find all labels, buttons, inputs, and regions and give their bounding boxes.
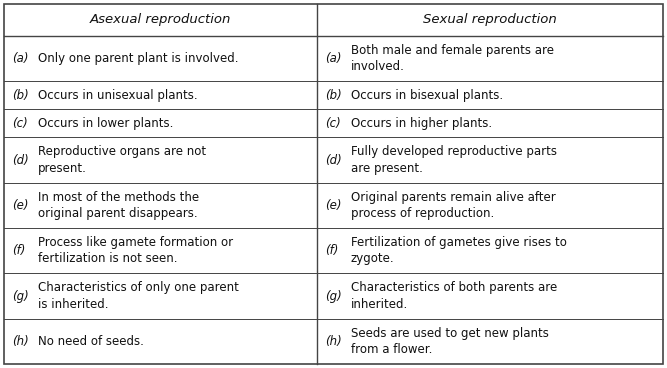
Text: (h): (h) <box>12 335 29 348</box>
Text: Occurs in higher plants.: Occurs in higher plants. <box>351 117 492 130</box>
Text: (f): (f) <box>12 244 25 257</box>
Text: Sexual reproduction: Sexual reproduction <box>423 14 557 26</box>
Text: Seeds are used to get new plants
from a flower.: Seeds are used to get new plants from a … <box>351 326 549 356</box>
Text: Original parents remain alive after
process of reproduction.: Original parents remain alive after proc… <box>351 191 556 220</box>
Text: (h): (h) <box>325 335 342 348</box>
Text: (g): (g) <box>325 290 342 302</box>
Text: Fully developed reproductive parts
are present.: Fully developed reproductive parts are p… <box>351 145 557 175</box>
Text: Reproductive organs are not
present.: Reproductive organs are not present. <box>38 145 206 175</box>
Text: Only one parent plant is involved.: Only one parent plant is involved. <box>38 52 239 65</box>
Text: Characteristics of both parents are
inherited.: Characteristics of both parents are inhe… <box>351 281 557 311</box>
Text: Fertilization of gametes give rises to
zygote.: Fertilization of gametes give rises to z… <box>351 236 567 265</box>
Text: Characteristics of only one parent
is inherited.: Characteristics of only one parent is in… <box>38 281 239 311</box>
Text: Occurs in lower plants.: Occurs in lower plants. <box>38 117 173 130</box>
Text: Asexual reproduction: Asexual reproduction <box>90 14 231 26</box>
Text: (c): (c) <box>325 117 341 130</box>
Text: No need of seeds.: No need of seeds. <box>38 335 144 348</box>
Text: (b): (b) <box>325 89 342 102</box>
Text: (a): (a) <box>12 52 29 65</box>
Text: (a): (a) <box>325 52 342 65</box>
Text: (e): (e) <box>12 199 29 212</box>
Text: (b): (b) <box>12 89 29 102</box>
Text: (g): (g) <box>12 290 29 302</box>
Text: Occurs in unisexual plants.: Occurs in unisexual plants. <box>38 89 197 102</box>
Text: (d): (d) <box>325 153 342 167</box>
Text: (f): (f) <box>325 244 338 257</box>
Text: In most of the methods the
original parent disappears.: In most of the methods the original pare… <box>38 191 199 220</box>
Text: (e): (e) <box>325 199 342 212</box>
Text: (d): (d) <box>12 153 29 167</box>
Text: Occurs in bisexual plants.: Occurs in bisexual plants. <box>351 89 503 102</box>
Text: Both male and female parents are
involved.: Both male and female parents are involve… <box>351 44 554 73</box>
Text: (c): (c) <box>12 117 28 130</box>
Text: Process like gamete formation or
fertilization is not seen.: Process like gamete formation or fertili… <box>38 236 233 265</box>
